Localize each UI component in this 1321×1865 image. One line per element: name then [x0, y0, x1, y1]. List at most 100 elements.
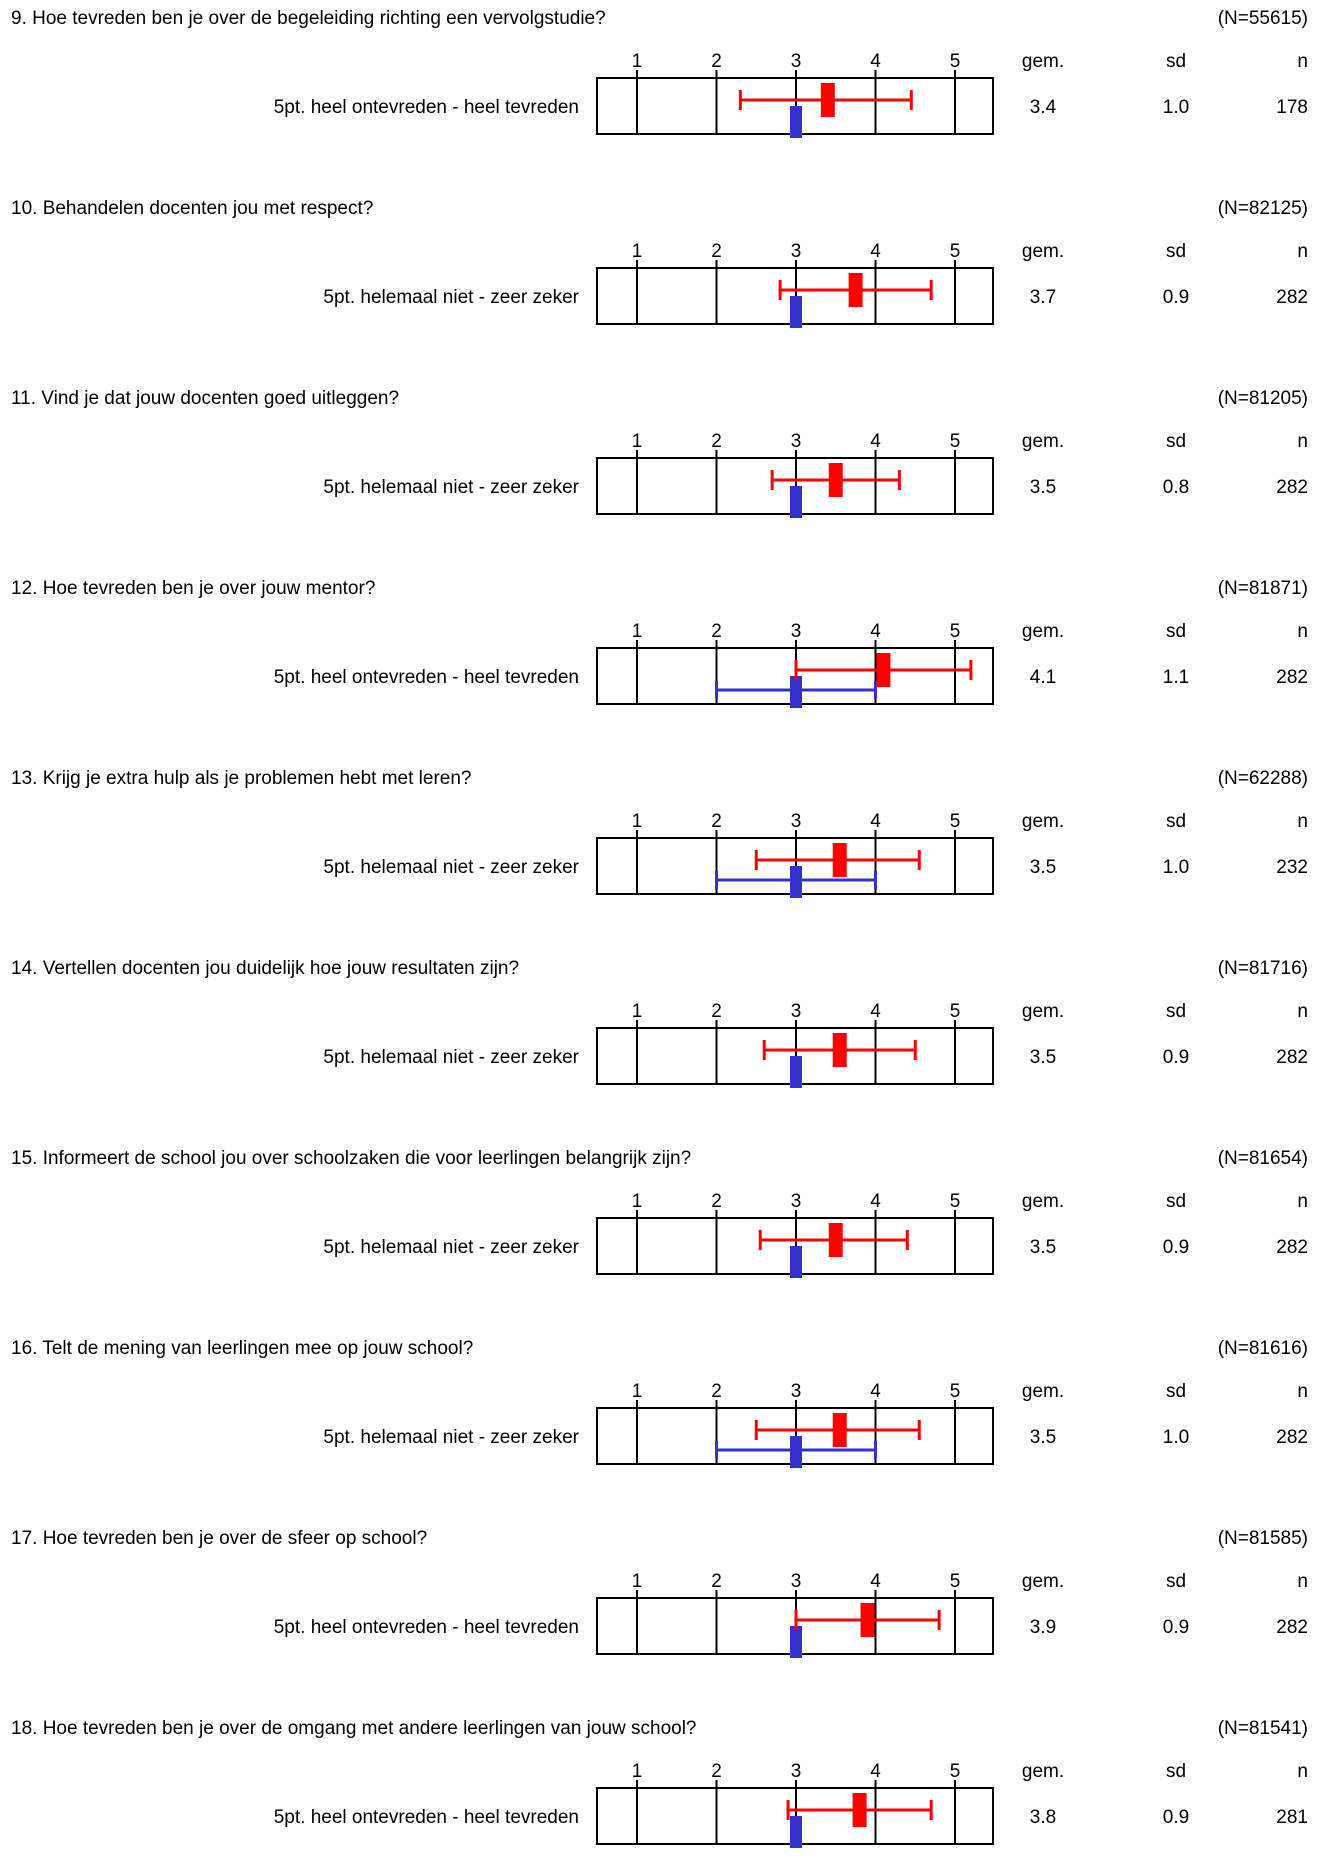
n-header: n [1297, 431, 1308, 452]
n-value: 282 [1276, 287, 1308, 308]
tick-label: 2 [711, 1761, 722, 1782]
sd-header: sd [1166, 241, 1186, 262]
total-n-label: (N=81871) [1218, 578, 1308, 599]
tick-label: 3 [791, 1761, 802, 1782]
n-value: 282 [1276, 1237, 1308, 1258]
tick-label: 5 [950, 811, 961, 832]
benchmark-mean-marker [790, 1816, 802, 1848]
benchmark-mean-marker [790, 1056, 802, 1088]
tick-label: 5 [950, 431, 961, 452]
school-mean-marker [832, 1413, 847, 1447]
mean-header: gem. [1022, 431, 1064, 452]
mean-value: 4.1 [1030, 667, 1056, 688]
tick-label: 4 [870, 431, 881, 452]
sd-header: sd [1166, 811, 1186, 832]
tick-label: 2 [711, 621, 722, 642]
tick-label: 1 [632, 1001, 643, 1022]
n-header: n [1297, 1761, 1308, 1782]
question-block: 17. Hoe tevreden ben je over de sfeer op… [11, 1528, 1308, 1658]
benchmark-mean-marker [790, 1626, 802, 1658]
sd-value: 0.9 [1163, 1047, 1189, 1068]
scale-label: 5pt. helemaal niet - zeer zeker [323, 477, 579, 498]
n-value: 281 [1276, 1807, 1308, 1828]
tick-label: 2 [711, 1381, 722, 1402]
benchmark-mean-marker [790, 676, 802, 708]
tick-label: 1 [632, 1571, 643, 1592]
tick-label: 2 [711, 51, 722, 72]
mean-header: gem. [1022, 241, 1064, 262]
total-n-label: (N=81541) [1218, 1718, 1308, 1739]
n-value: 282 [1276, 1427, 1308, 1448]
sd-header: sd [1166, 1381, 1186, 1402]
tick-label: 1 [632, 1761, 643, 1782]
tick-label: 1 [632, 621, 643, 642]
question-block: 15. Informeert de school jou over school… [11, 1148, 1308, 1278]
tick-label: 2 [711, 1191, 722, 1212]
n-header: n [1297, 1381, 1308, 1402]
question-block: 16. Telt de mening van leerlingen mee op… [11, 1338, 1308, 1468]
benchmark-mean-marker [790, 1436, 802, 1468]
tick-label: 3 [791, 1191, 802, 1212]
tick-label: 3 [791, 1381, 802, 1402]
tick-label: 5 [950, 1001, 961, 1022]
tick-label: 2 [711, 241, 722, 262]
question-title: 10. Behandelen docenten jou met respect? [11, 198, 373, 219]
question-block: 10. Behandelen docenten jou met respect?… [11, 198, 1308, 328]
tick-label: 1 [632, 1191, 643, 1212]
tick-label: 2 [711, 431, 722, 452]
total-n-label: (N=82125) [1218, 198, 1308, 219]
sd-header: sd [1166, 1001, 1186, 1022]
tick-label: 3 [791, 241, 802, 262]
tick-label: 1 [632, 51, 643, 72]
n-value: 178 [1276, 97, 1308, 118]
question-title: 18. Hoe tevreden ben je over de omgang m… [11, 1718, 697, 1739]
scale-label: 5pt. helemaal niet - zeer zeker [323, 1427, 579, 1448]
tick-label: 4 [870, 811, 881, 832]
scale-label: 5pt. helemaal niet - zeer zeker [323, 287, 579, 308]
total-n-label: (N=55615) [1218, 8, 1308, 29]
sd-value: 1.0 [1163, 857, 1189, 878]
tick-label: 4 [870, 1191, 881, 1212]
tick-label: 4 [870, 1571, 881, 1592]
school-mean-marker [828, 463, 843, 497]
sd-value: 1.0 [1163, 1427, 1189, 1448]
question-block: 9. Hoe tevreden ben je over de begeleidi… [11, 8, 1308, 138]
school-mean-marker [820, 83, 835, 117]
question-block: 14. Vertellen docenten jou duidelijk hoe… [11, 958, 1308, 1088]
question-title: 15. Informeert de school jou over school… [11, 1148, 691, 1169]
tick-label: 5 [950, 1191, 961, 1212]
mean-value: 3.5 [1030, 1427, 1056, 1448]
sd-value: 1.1 [1163, 667, 1189, 688]
question-title: 11. Vind je dat jouw docenten goed uitle… [11, 388, 399, 409]
question-title: 12. Hoe tevreden ben je over jouw mentor… [11, 578, 375, 599]
benchmark-mean-marker [790, 296, 802, 328]
tick-label: 5 [950, 621, 961, 642]
sd-header: sd [1166, 51, 1186, 72]
sd-value: 0.8 [1163, 477, 1189, 498]
tick-label: 3 [791, 1001, 802, 1022]
sd-header: sd [1166, 621, 1186, 642]
sd-value: 0.9 [1163, 1617, 1189, 1638]
school-mean-marker [848, 273, 863, 307]
mean-value: 3.7 [1030, 287, 1056, 308]
scale-label: 5pt. heel ontevreden - heel tevreden [274, 667, 579, 688]
tick-label: 3 [791, 431, 802, 452]
mean-header: gem. [1022, 1001, 1064, 1022]
n-value: 282 [1276, 477, 1308, 498]
school-mean-marker [832, 843, 847, 877]
mean-header: gem. [1022, 811, 1064, 832]
n-header: n [1297, 811, 1308, 832]
tick-label: 3 [791, 811, 802, 832]
total-n-label: (N=81585) [1218, 1528, 1308, 1549]
tick-label: 1 [632, 811, 643, 832]
sd-header: sd [1166, 1571, 1186, 1592]
tick-label: 5 [950, 1571, 961, 1592]
tick-label: 4 [870, 621, 881, 642]
tick-label: 4 [870, 241, 881, 262]
benchmark-mean-marker [790, 866, 802, 898]
scale-label: 5pt. helemaal niet - zeer zeker [323, 1237, 579, 1258]
question-block: 12. Hoe tevreden ben je over jouw mentor… [11, 578, 1308, 708]
school-mean-marker [828, 1223, 843, 1257]
n-header: n [1297, 1001, 1308, 1022]
